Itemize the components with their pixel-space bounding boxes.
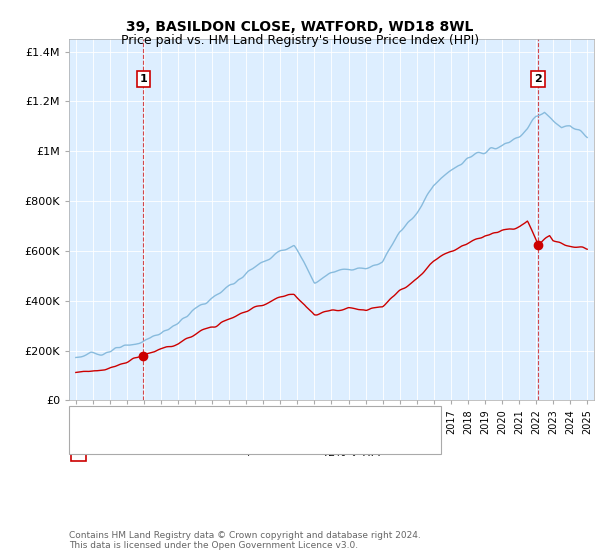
Text: 1: 1 xyxy=(75,418,82,428)
Text: Price paid vs. HM Land Registry's House Price Index (HPI): Price paid vs. HM Land Registry's House … xyxy=(121,34,479,46)
Text: £179,995: £179,995 xyxy=(219,418,272,428)
Text: 2: 2 xyxy=(535,74,542,84)
Text: 30% ↓ HPI: 30% ↓ HPI xyxy=(321,418,380,428)
Text: 2: 2 xyxy=(75,447,82,458)
Text: 42% ↓ HPI: 42% ↓ HPI xyxy=(321,447,380,458)
Text: Contains HM Land Registry data © Crown copyright and database right 2024.
This d: Contains HM Land Registry data © Crown c… xyxy=(69,530,421,550)
Text: £625,000: £625,000 xyxy=(219,447,272,458)
Text: 39, BASILDON CLOSE, WATFORD, WD18 8WL: 39, BASILDON CLOSE, WATFORD, WD18 8WL xyxy=(127,20,473,34)
Text: 25-FEB-2022: 25-FEB-2022 xyxy=(102,447,173,458)
Text: 39, BASILDON CLOSE, WATFORD, WD18 8WL (detached house): 39, BASILDON CLOSE, WATFORD, WD18 8WL (d… xyxy=(107,413,434,423)
Text: 1: 1 xyxy=(140,74,148,84)
Text: HPI: Average price, detached house, Three Rivers: HPI: Average price, detached house, Thre… xyxy=(107,433,365,443)
Text: 23-DEC-1998: 23-DEC-1998 xyxy=(102,418,176,428)
